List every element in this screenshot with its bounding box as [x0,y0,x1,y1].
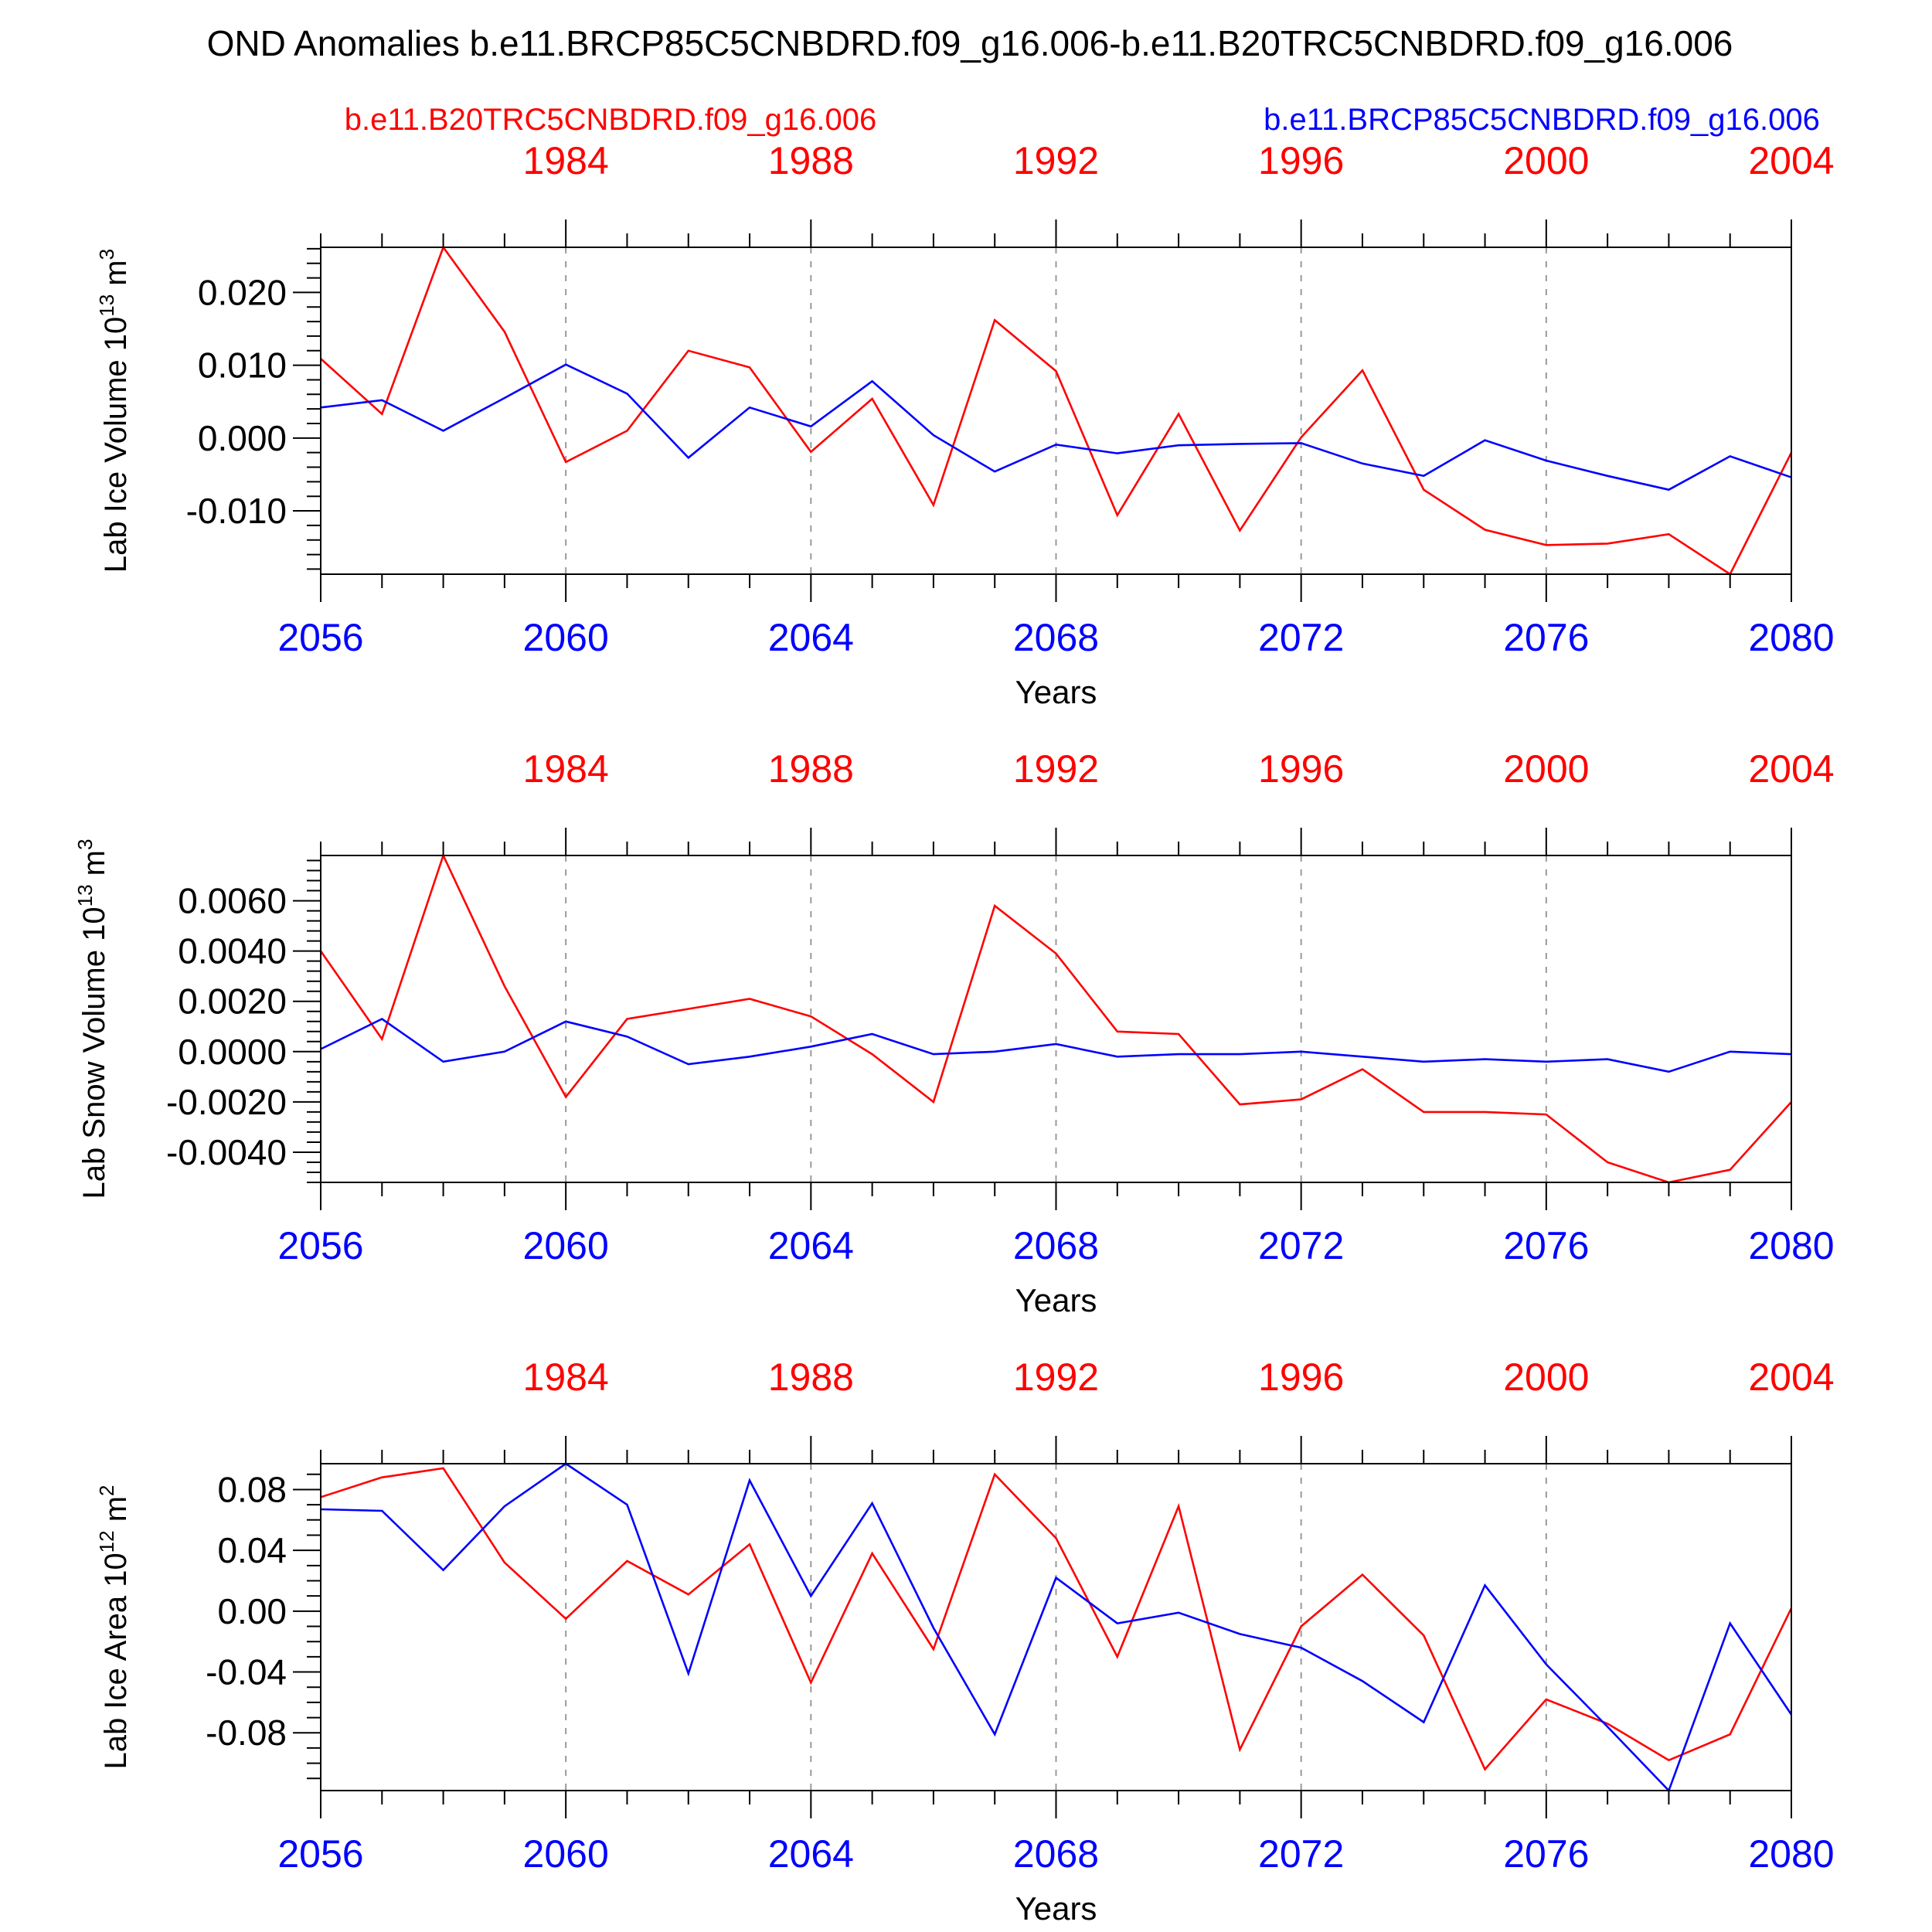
x-top-tick-label: 1992 [1013,1355,1099,1399]
x-tick-label: 2060 [523,1832,609,1876]
x-top-tick-label: 1984 [523,1355,609,1399]
x-tick-label: 2060 [523,616,609,659]
y-tick-label: 0.0020 [178,981,287,1022]
y-tick-label: 0.020 [198,272,287,312]
x-axis-label: Years [1015,1282,1097,1318]
x-top-tick-label: 1988 [768,139,854,182]
x-tick-label: 2068 [1013,1224,1099,1267]
series-line-blue [320,1017,1792,1073]
x-top-tick-label: 1992 [1013,139,1099,182]
y-axis-label: Lab Ice Area 1012 m2 [95,1485,133,1769]
x-tick-label: 2056 [277,1832,363,1876]
x-top-tick-label: 2000 [1503,139,1589,182]
x-tick-label: 2080 [1748,1832,1834,1876]
x-top-tick-label: 1996 [1258,1355,1344,1399]
x-top-tick-label: 2004 [1748,139,1834,182]
y-tick-label: 0.000 [198,418,287,458]
x-top-tick-label: 2004 [1748,747,1834,791]
panels: -0.010 0.000 0.010 0.020 2056 2060 2064 2068 207… [73,139,1835,1927]
x-axis-label: Years [1015,674,1097,710]
series-line-red [320,1467,1793,1771]
y-tick-label: -0.04 [206,1652,287,1692]
x-top-tick-label: 2000 [1503,1355,1589,1399]
panel-3: -0.08 -0.04 0.00 0.04 0.08 2056 2060 2064 2068 20… [95,1355,1835,1927]
x-tick-label: 2076 [1503,1832,1589,1876]
y-tick-label: 0.08 [217,1469,287,1509]
series-line-red [320,245,1793,576]
y-tick-label: 0.04 [217,1530,287,1570]
x-tick-label: 2060 [523,1224,609,1267]
y-tick-label: 0.0040 [178,931,287,971]
x-axis-label: Years [1015,1890,1097,1927]
y-tick-label: 0.0000 [178,1032,287,1072]
figure-title: OND Anomalies b.e11.BRCP85C5CNBDRD.f09_g… [207,23,1733,63]
series-line-blue [320,363,1792,492]
y-tick-label: 0.010 [198,345,287,386]
x-top-tick-label: 1984 [523,139,609,182]
x-top-tick-label: 1988 [768,1355,854,1399]
x-tick-label: 2076 [1503,1224,1589,1267]
x-tick-label: 2080 [1748,1224,1834,1267]
x-tick-label: 2072 [1258,616,1344,659]
x-top-tick-label: 1996 [1258,139,1344,182]
x-top-tick-label: 1992 [1013,747,1099,791]
y-axis-label: Lab Ice Volume 1013 m3 [95,249,133,573]
x-tick-label: 2076 [1503,616,1589,659]
panel-2: -0.0040 -0.0020 0.0000 0.0020 0.0040 0.0060 20… [73,747,1835,1318]
panel-1: -0.010 0.000 0.010 0.020 2056 2060 2064 2068 207… [95,139,1835,710]
x-tick-label: 2064 [768,1832,854,1876]
x-tick-label: 2064 [768,1224,854,1267]
x-tick-label: 2072 [1258,1224,1344,1267]
y-tick-label: -0.010 [186,491,287,531]
x-tick-label: 2064 [768,616,854,659]
y-tick-label: -0.08 [206,1713,287,1753]
x-tick-label: 2068 [1013,1832,1099,1876]
series-line-blue [320,1462,1793,1793]
x-tick-label: 2080 [1748,616,1834,659]
x-top-tick-label: 2004 [1748,1355,1834,1399]
x-tick-label: 2068 [1013,616,1099,659]
legend-blue-label: b.e11.BRCP85C5CNBDRD.f09_g16.006 [1264,103,1820,137]
y-tick-label: -0.0020 [166,1082,287,1122]
x-tick-label: 2056 [277,1224,363,1267]
x-top-tick-label: 2000 [1503,747,1589,791]
plot-frame [320,1463,1792,1791]
y-tick-label: 0.00 [217,1591,287,1631]
y-tick-label: -0.0040 [166,1132,287,1172]
x-top-tick-label: 1984 [523,747,609,791]
x-top-tick-label: 1996 [1258,747,1344,791]
x-tick-label: 2056 [277,616,363,659]
y-tick-label: 0.0060 [178,881,287,921]
y-axis-label: Lab Snow Volume 1013 m3 [73,839,111,1199]
x-tick-label: 2072 [1258,1832,1344,1876]
x-top-tick-label: 1988 [768,747,854,791]
series-line-red [319,852,1792,1184]
legend-red-label: b.e11.B20TRC5CNBDRD.f09_g16.006 [345,103,877,137]
